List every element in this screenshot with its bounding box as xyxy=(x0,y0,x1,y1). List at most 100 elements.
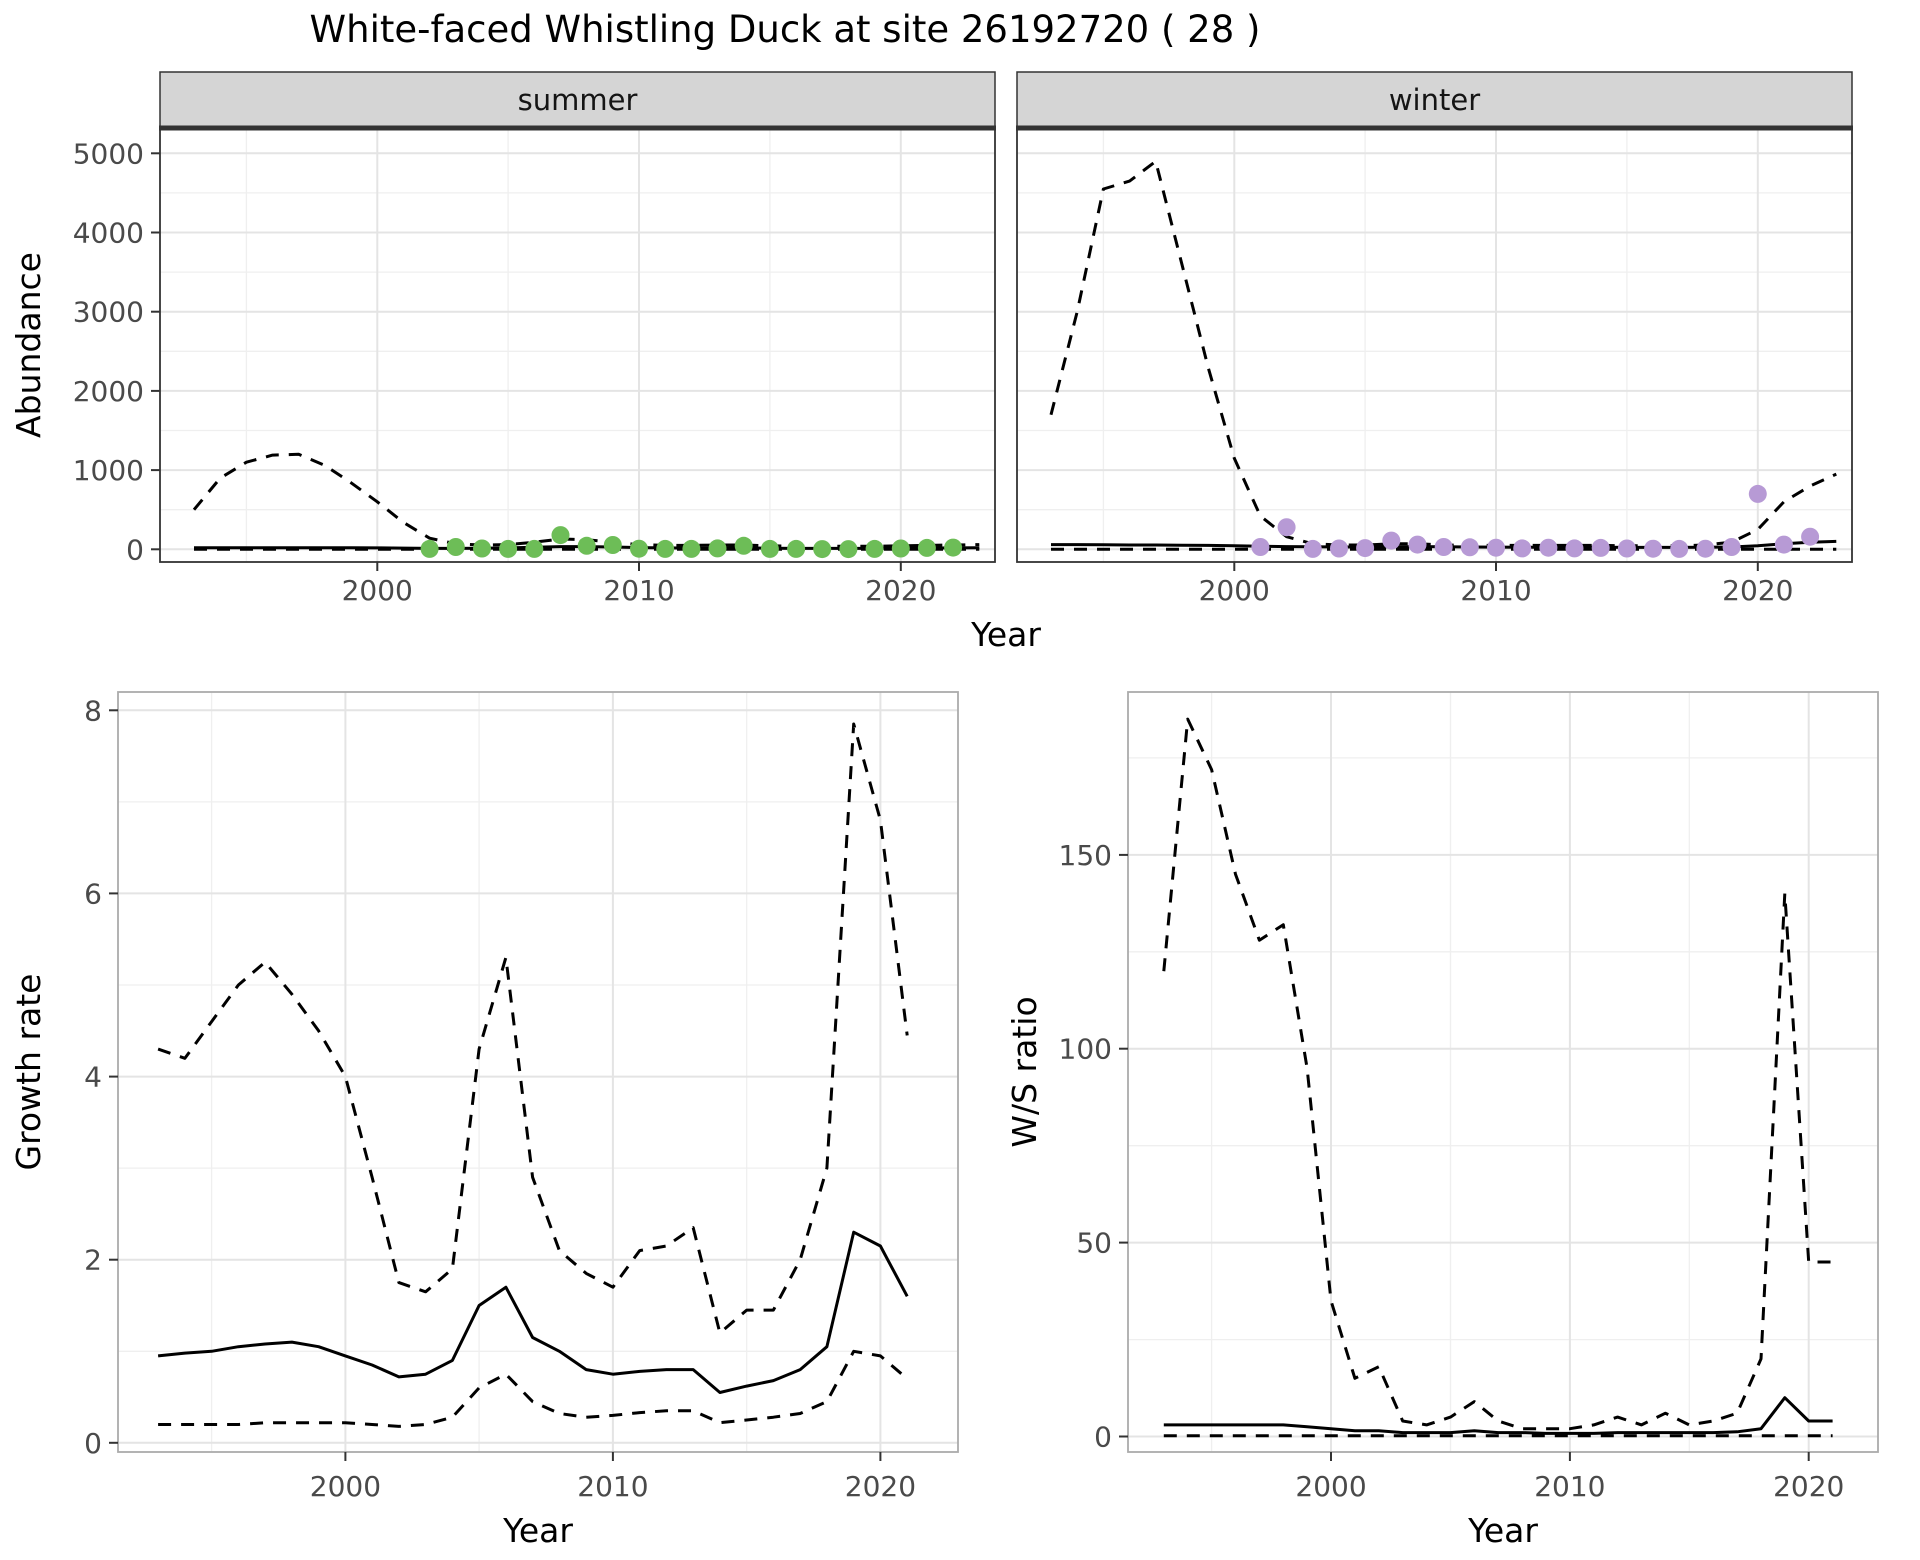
data-point xyxy=(891,539,910,558)
panel-border xyxy=(117,691,959,1453)
facet-strip-summer: summer xyxy=(159,71,996,129)
data-point xyxy=(473,539,491,558)
data-point xyxy=(1382,531,1401,550)
series-model-fit xyxy=(1163,1396,1833,1435)
data-point xyxy=(1251,538,1270,556)
y-tick-label: 1000 xyxy=(73,454,144,487)
data-point xyxy=(1670,539,1689,558)
facet-label: summer xyxy=(518,83,638,117)
x-tick-label: 2010 xyxy=(603,574,674,607)
data-point xyxy=(525,539,544,558)
data-point xyxy=(603,536,622,554)
y-tick-label: 0 xyxy=(84,1427,102,1460)
x-tick-label: 2010 xyxy=(1534,1470,1605,1503)
abundance-panel-winter: 2000 2010 2020 xyxy=(1016,125,1853,607)
data-point xyxy=(1565,539,1584,558)
y-tick-label: 0 xyxy=(126,533,144,566)
x-tick-label: 2020 xyxy=(1722,574,1793,607)
data-point xyxy=(708,539,727,558)
x-tick-label: 2010 xyxy=(577,1470,648,1503)
data-point xyxy=(1330,539,1348,558)
data-point xyxy=(656,539,675,558)
data-point xyxy=(420,539,439,558)
data-point xyxy=(1591,538,1610,557)
data-point xyxy=(577,536,596,555)
data-point xyxy=(760,539,779,558)
panel-border xyxy=(1127,691,1879,1453)
data-point xyxy=(551,526,570,545)
data-point xyxy=(944,538,963,557)
strip-background xyxy=(159,71,996,129)
y-tick-label: 5000 xyxy=(73,137,144,170)
y-tick-label: 6 xyxy=(84,877,102,910)
panel-background xyxy=(1017,128,1852,562)
data-point xyxy=(499,539,518,558)
data-point xyxy=(917,538,936,557)
y-tick-label: 8 xyxy=(84,694,102,727)
x-tick-label: 2020 xyxy=(865,574,936,607)
data-point xyxy=(1460,538,1479,557)
data-point xyxy=(734,536,753,555)
y-tick-label: 4 xyxy=(84,1061,102,1094)
panel-background xyxy=(118,692,958,1452)
y-tick-label: 100 xyxy=(1059,1033,1112,1066)
data-point xyxy=(682,539,701,558)
data-point xyxy=(1487,538,1505,557)
series-upper-ci xyxy=(1162,717,1833,1431)
panel-background xyxy=(1128,692,1878,1452)
data-point xyxy=(1801,527,1820,546)
ws-ratio-panel: 2000 2010 2020 0 50 100 150 xyxy=(1059,691,1879,1503)
data-point xyxy=(1356,539,1375,558)
chart-title: White-faced Whistling Duck at site 26192… xyxy=(309,8,1261,51)
data-point xyxy=(865,539,884,558)
x-tick-label: 2020 xyxy=(1773,1470,1844,1503)
data-point xyxy=(1696,539,1715,558)
x-tick-label: 2000 xyxy=(1295,1470,1366,1503)
data-point xyxy=(1774,535,1793,554)
y-tick-label: 2 xyxy=(84,1244,102,1277)
x-tick-label: 2000 xyxy=(1199,574,1270,607)
abundance-panel-summer: 2000 2010 2020 0 1000 2000 3000 4000 5000 xyxy=(73,125,996,607)
data-point xyxy=(1617,539,1636,558)
x-axis-title-ws-ratio: Year xyxy=(1467,1511,1538,1550)
observed-counts-winter xyxy=(1251,484,1820,558)
x-tick-label: 2010 xyxy=(1460,574,1531,607)
observed-counts-summer xyxy=(420,526,963,559)
y-tick-label: 50 xyxy=(1076,1227,1112,1260)
series-model-fit xyxy=(157,1230,909,1394)
series-upper-ci xyxy=(157,722,909,1335)
growth-rate-panel: 2000 2010 2020 0 2 4 6 8 xyxy=(84,691,959,1503)
data-point xyxy=(787,539,806,558)
strip-background xyxy=(1016,71,1853,129)
facet-strip-winter: winter xyxy=(1016,71,1853,129)
y-tick-label: 2000 xyxy=(73,375,144,408)
data-point xyxy=(1434,538,1453,556)
x-tick-label: 2000 xyxy=(342,574,413,607)
data-point xyxy=(1513,539,1532,558)
facet-label: winter xyxy=(1389,83,1480,117)
data-point xyxy=(1748,484,1767,503)
data-point xyxy=(446,538,465,556)
y-tick-label: 3000 xyxy=(73,296,144,329)
data-point xyxy=(1408,535,1427,554)
data-point xyxy=(1722,538,1741,556)
data-point xyxy=(1277,518,1296,537)
y-tick-label: 150 xyxy=(1059,839,1112,872)
data-point xyxy=(1303,539,1322,558)
x-tick-label: 2020 xyxy=(845,1470,916,1503)
data-point xyxy=(1644,539,1663,558)
y-axis-title-growth-rate: Growth rate xyxy=(9,974,48,1171)
data-point xyxy=(839,540,858,559)
y-tick-label: 4000 xyxy=(73,217,144,250)
x-tick-label: 2000 xyxy=(310,1470,381,1503)
data-point xyxy=(813,540,832,559)
y-tick-label: 0 xyxy=(1094,1420,1112,1453)
x-axis-title-growth-rate: Year xyxy=(502,1511,573,1550)
y-axis-title-ws-ratio: W/S ratio xyxy=(1005,996,1044,1147)
series-lower-ci xyxy=(158,1349,909,1428)
panel-background xyxy=(160,128,995,562)
x-axis-title-top: Year xyxy=(970,615,1041,654)
data-point xyxy=(1539,538,1558,557)
